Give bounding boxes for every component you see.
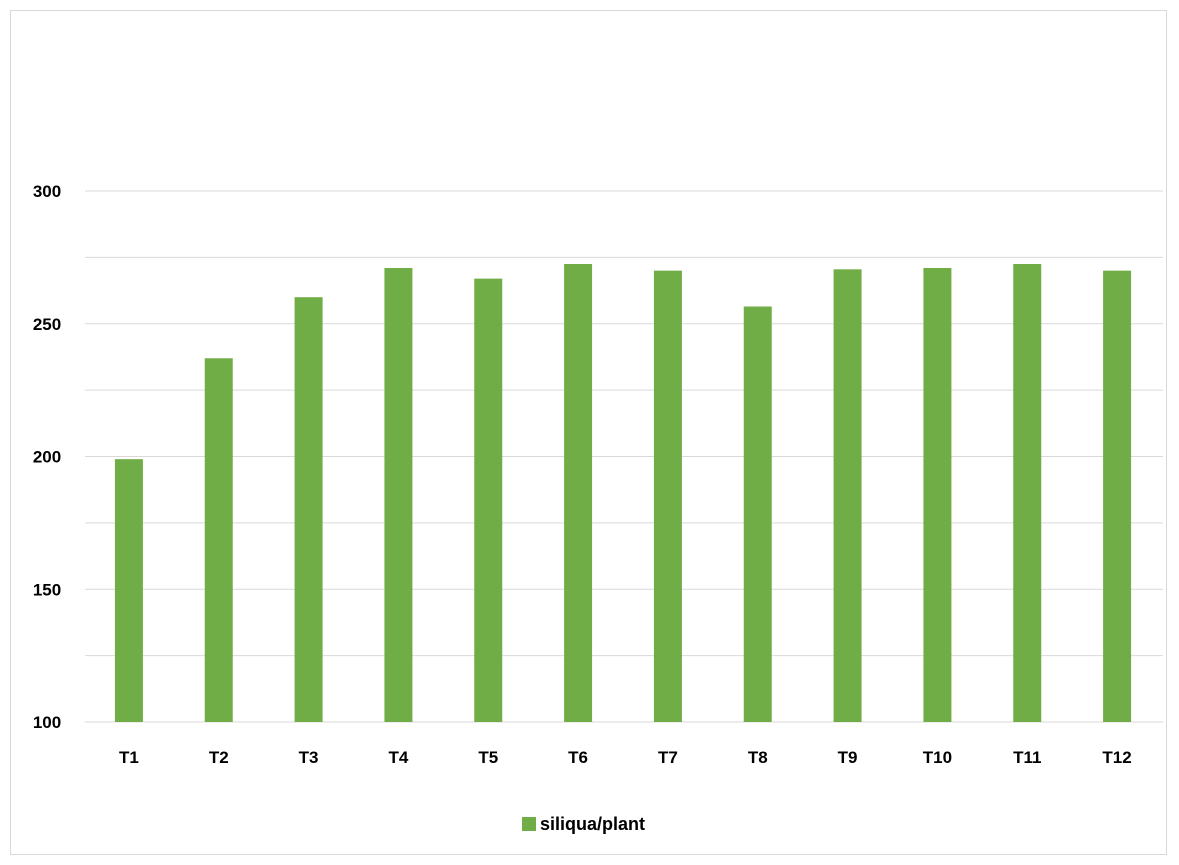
legend-label: siliqua/plant [540, 814, 645, 834]
x-tick-label-t2: T2 [209, 748, 229, 767]
bar-t10 [923, 267, 952, 722]
y-axis-tick-labels: 100 150 200 250 300 [33, 182, 61, 732]
y-tick-label: 250 [33, 315, 61, 334]
bar-t11 [1013, 264, 1042, 722]
bar-t9 [833, 269, 862, 722]
bar-t6 [564, 264, 593, 722]
x-axis-tick-labels: T1 T2 T3 T4 T5 T6 T7 T8 T9 T10 T11 T12 [119, 748, 1132, 767]
x-tick-label-t8: T8 [748, 748, 768, 767]
legend: siliqua/plant [522, 814, 645, 834]
y-tick-label: 300 [33, 182, 61, 201]
bar-t3 [294, 297, 323, 722]
bar-t1 [114, 459, 143, 722]
x-tick-label-t1: T1 [119, 748, 139, 767]
x-tick-label-t7: T7 [658, 748, 678, 767]
x-tick-label-t3: T3 [299, 748, 319, 767]
x-tick-label-t4: T4 [388, 748, 408, 767]
y-tick-label: 200 [33, 448, 61, 467]
bar-t2 [204, 358, 233, 722]
gridlines [85, 190, 1163, 723]
bar-t4 [384, 267, 413, 722]
x-tick-label-t9: T9 [838, 748, 858, 767]
x-tick-label-t6: T6 [568, 748, 588, 767]
x-tick-label-t11: T11 [1013, 748, 1041, 767]
y-tick-label: 100 [33, 713, 61, 732]
y-tick-label: 150 [33, 580, 61, 599]
x-tick-label-t5: T5 [478, 748, 498, 767]
x-tick-label-t10: T10 [923, 748, 952, 767]
bar-t7 [653, 270, 682, 722]
x-tick-label-t12: T12 [1102, 748, 1131, 767]
bar-t12 [1103, 270, 1132, 722]
legend-swatch [522, 817, 536, 831]
bar-t8 [743, 306, 772, 722]
bar-t5 [474, 278, 503, 722]
bars [114, 264, 1132, 722]
